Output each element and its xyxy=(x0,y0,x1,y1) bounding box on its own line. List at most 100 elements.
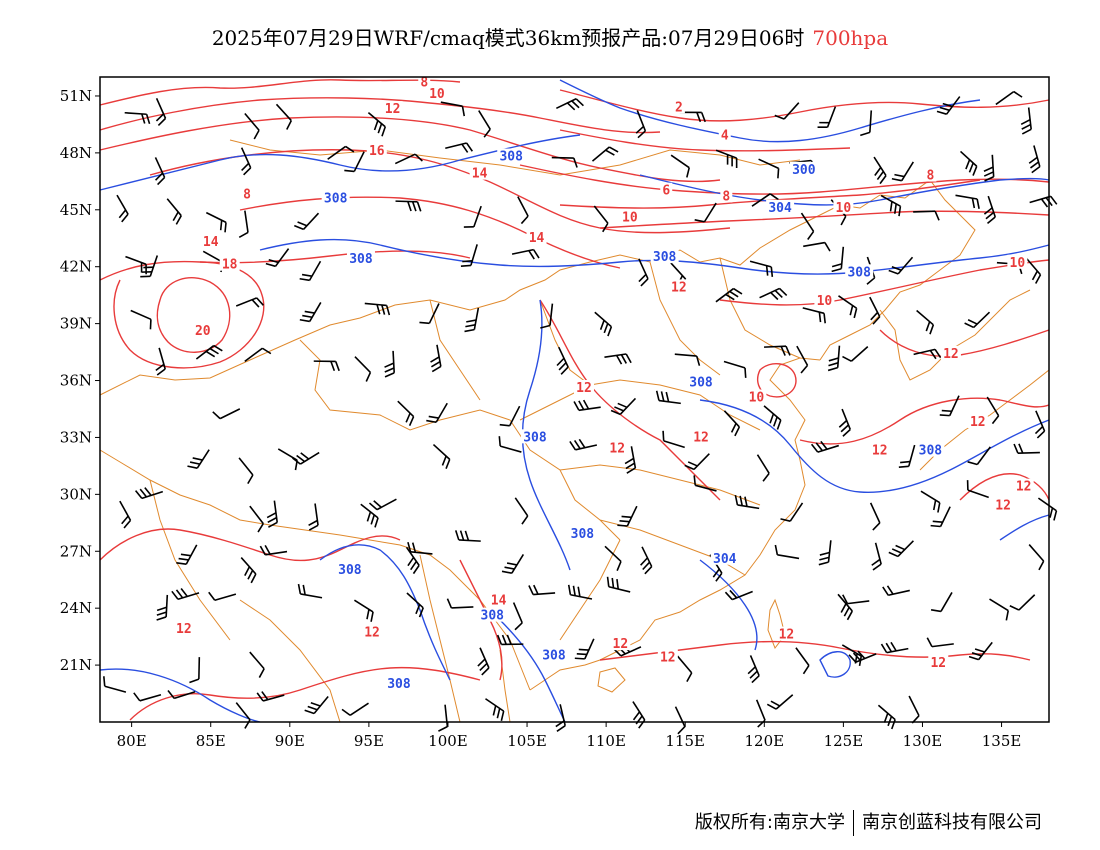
height-contour-308-south-sw xyxy=(99,668,261,723)
contour-label-bg xyxy=(940,345,961,360)
lat-tick-label: 33N xyxy=(60,428,92,446)
wind-barb xyxy=(512,602,523,631)
lon-tick-label: 125E xyxy=(824,732,864,750)
contour-label-bg xyxy=(520,429,549,444)
wind-barb xyxy=(259,544,288,556)
temp-contour-20-loop xyxy=(156,277,231,353)
wind-barb xyxy=(133,692,162,702)
wind-barb xyxy=(1029,195,1058,208)
wind-barb xyxy=(674,706,686,735)
wind-barb xyxy=(624,446,637,474)
wind-barb xyxy=(842,594,870,605)
wind-barb xyxy=(360,503,379,528)
wind-barb xyxy=(913,210,940,221)
contour-label-bg xyxy=(335,562,364,577)
lon-tick-label: 120E xyxy=(745,732,785,750)
height-contour-308-south xyxy=(499,619,566,723)
wind-barb xyxy=(573,399,601,412)
wind-barb xyxy=(964,311,991,329)
wind-barb xyxy=(670,154,691,178)
height-contour-308-east xyxy=(699,399,1050,493)
lat-tick-label: 48N xyxy=(60,144,92,162)
wind-barb xyxy=(297,583,323,599)
wind-barb xyxy=(432,443,451,469)
hainan-coast xyxy=(597,667,626,693)
wind-barb xyxy=(774,102,800,120)
temp-contour-12 xyxy=(99,116,721,183)
contour-label-bg xyxy=(200,233,221,248)
wind-barb xyxy=(405,546,420,575)
lon-tick-label: 110E xyxy=(586,732,626,750)
contour-label-bg xyxy=(1007,254,1028,269)
contour-label: 16 xyxy=(369,144,385,159)
footer: 版权所有:南京大学 南京创蓝科技有限公司 xyxy=(695,808,1042,836)
wind-barb xyxy=(156,594,169,621)
contour-label-bg xyxy=(967,414,988,429)
wind-barb xyxy=(1037,497,1058,521)
wind-barb xyxy=(240,557,257,584)
wind-barb xyxy=(610,397,637,416)
contour-label: 10 xyxy=(817,294,833,309)
contour-label: 12 xyxy=(609,442,625,457)
wind-barb xyxy=(353,599,374,622)
wind-barb xyxy=(477,647,490,676)
contour-label-bg xyxy=(469,165,490,180)
southeast-asia-border xyxy=(149,479,511,723)
contour-label: 300 xyxy=(792,163,816,178)
wind-barb xyxy=(966,480,989,499)
contour-label: 12 xyxy=(930,656,946,671)
wind-barb xyxy=(837,593,853,621)
temp-contour-12-southeast xyxy=(799,397,1050,445)
wind-barb xyxy=(514,497,529,525)
wind-barb xyxy=(419,303,440,325)
wind-barb xyxy=(187,449,210,469)
height-contour-308-se xyxy=(819,651,851,678)
wind-barb xyxy=(838,295,858,319)
map-frame xyxy=(99,76,1050,723)
wind-barb xyxy=(266,500,279,528)
contour-label-bg xyxy=(746,389,767,404)
contour-label-bg xyxy=(650,249,679,264)
contour-label: 308 xyxy=(919,444,943,459)
wind-barb xyxy=(124,111,151,125)
contour-label-bg xyxy=(924,167,937,182)
contour-label-bg xyxy=(789,161,818,176)
contour-label-bg xyxy=(568,526,597,541)
wind-barb xyxy=(638,258,649,287)
wind-barb xyxy=(838,408,852,437)
wind-barb xyxy=(882,585,910,597)
mongolia-border xyxy=(229,139,801,176)
temp-contour-14 xyxy=(239,196,621,269)
wind-barb xyxy=(734,494,760,510)
wind-barb xyxy=(511,248,540,260)
title-main: 2025年07月29日WRF/cmaq模式36km预报产品:07月29日06时 xyxy=(211,26,805,50)
wind-barb xyxy=(438,704,449,732)
contour-label-bg xyxy=(869,442,890,457)
wind-barb xyxy=(313,360,340,372)
wind-barb xyxy=(986,396,1000,425)
contour-label-bg xyxy=(366,142,387,157)
wind-barb xyxy=(860,110,873,137)
wind-barb xyxy=(341,702,369,716)
wind-barb xyxy=(604,353,632,365)
temp-contour-12-central xyxy=(539,299,721,501)
wind-barb xyxy=(394,153,423,165)
wind-barb xyxy=(774,544,800,560)
temp-contour-12-se xyxy=(599,640,1031,661)
contour-label: 308 xyxy=(481,609,505,624)
contour-label: 12 xyxy=(693,430,709,445)
height-contour-304 xyxy=(639,174,1050,206)
lat-tick-label: 51N xyxy=(60,87,92,105)
temp-contour-10-loop xyxy=(757,363,797,398)
wind-barb xyxy=(463,205,482,228)
wind-barb xyxy=(604,545,622,572)
contour-label: 12 xyxy=(364,626,380,641)
wind-barb xyxy=(983,195,997,224)
contour-label: 10 xyxy=(836,201,852,216)
contour-label-bg xyxy=(687,374,716,389)
wind-barb xyxy=(968,641,993,661)
wind-barb xyxy=(235,297,265,308)
wind-barb xyxy=(551,156,578,168)
contour-label: 308 xyxy=(571,527,595,542)
